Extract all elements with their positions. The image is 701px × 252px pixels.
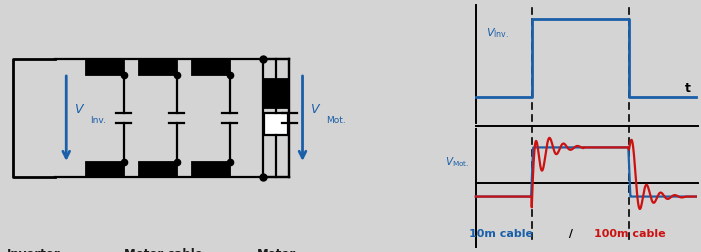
Text: $V$: $V$ bbox=[74, 103, 86, 116]
Text: $V_{\mathregular{Inv.}}$: $V_{\mathregular{Inv.}}$ bbox=[486, 26, 509, 40]
Bar bbox=[192, 162, 230, 177]
Text: $V$: $V$ bbox=[311, 103, 322, 116]
Text: Inv.: Inv. bbox=[90, 116, 106, 125]
Bar bbox=[264, 79, 288, 108]
Text: Mot.: Mot. bbox=[326, 116, 346, 125]
Text: Inverter: Inverter bbox=[7, 248, 61, 252]
Text: t: t bbox=[685, 81, 690, 94]
Bar bbox=[139, 162, 177, 177]
Bar bbox=[139, 59, 177, 75]
Bar bbox=[86, 162, 123, 177]
Text: 10m cable: 10m cable bbox=[470, 229, 533, 239]
Text: $V_{\mathregular{Mot.}}$: $V_{\mathregular{Mot.}}$ bbox=[445, 155, 469, 169]
Bar bbox=[192, 59, 230, 75]
Text: Motor: Motor bbox=[257, 248, 296, 252]
Bar bbox=[264, 113, 288, 136]
Bar bbox=[86, 59, 123, 75]
Text: 100m cable: 100m cable bbox=[594, 229, 665, 239]
Text: /: / bbox=[564, 229, 576, 239]
Text: Motor cable: Motor cable bbox=[124, 248, 203, 252]
